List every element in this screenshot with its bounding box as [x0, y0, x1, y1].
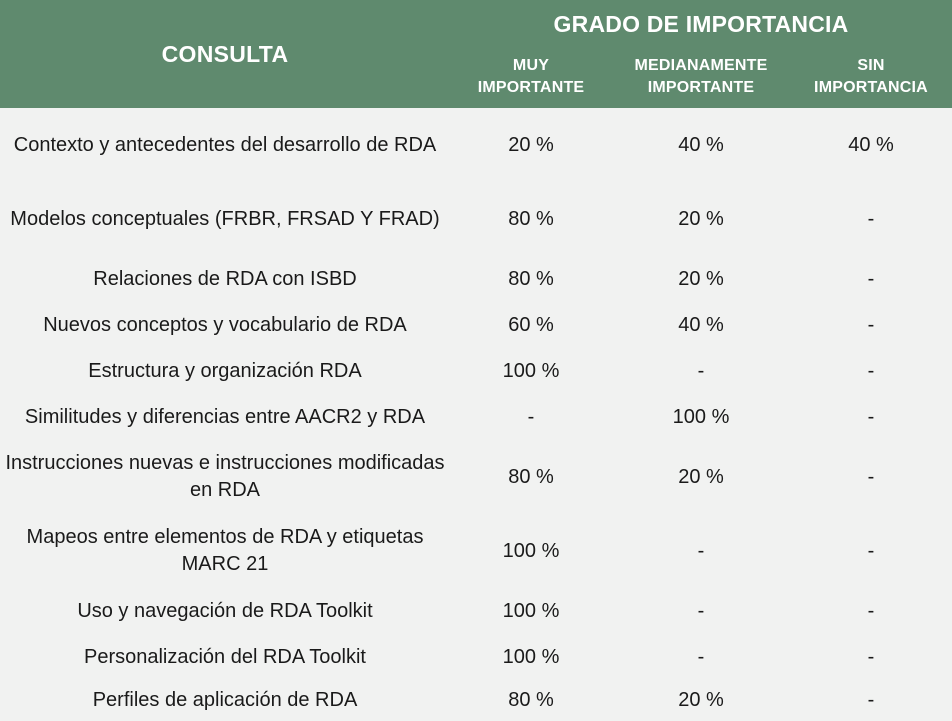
cell-muy-importante: 100 %	[502, 645, 560, 668]
consulta-header: CONSULTA	[161, 40, 289, 67]
table-row: Relaciones de RDA con ISBD 80 % 20 % -	[0, 256, 952, 302]
cell-muy-importante: 80 %	[508, 267, 554, 290]
row-label: Mapeos entre elementos de RDA y etiqueta…	[26, 526, 424, 575]
cell-muy-importante: 80 %	[508, 689, 554, 711]
cell-sin-importancia: -	[867, 313, 875, 336]
cell-sin-importancia: -	[867, 405, 875, 428]
cell-medianamente-importante: 40 %	[678, 133, 724, 156]
row-label: Estructura y organización RDA	[88, 359, 362, 382]
cell-muy-importante: 20 %	[508, 133, 554, 156]
cell-sin-importancia: 40 %	[848, 133, 894, 156]
row-label: Instrucciones nuevas e instrucciones mod…	[5, 452, 445, 501]
cell-sin-importancia: -	[867, 359, 875, 382]
column-header-medianamente-importante: MEDIANAMENTE IMPORTANTE	[634, 57, 768, 96]
cell-medianamente-importante: 20 %	[678, 267, 724, 290]
cell-medianamente-importante: 20 %	[678, 689, 724, 711]
cell-sin-importancia: -	[867, 689, 875, 711]
cell-sin-importancia: -	[867, 599, 875, 622]
table-body: Contexto y antecedentes del desarrollo d…	[0, 108, 952, 721]
table-row: Contexto y antecedentes del desarrollo d…	[0, 108, 952, 182]
row-label: Contexto y antecedentes del desarrollo d…	[13, 133, 437, 156]
cell-sin-importancia: -	[867, 207, 875, 230]
row-label: Nuevos conceptos y vocabulario de RDA	[43, 313, 407, 336]
cell-muy-importante: 100 %	[502, 359, 560, 382]
table-row: Perfiles de aplicación de RDA 80 % 20 % …	[0, 680, 952, 721]
table-row: Instrucciones nuevas e instrucciones mod…	[0, 440, 952, 514]
table-row: Similitudes y diferencias entre AACR2 y …	[0, 394, 952, 440]
cell-sin-importancia: -	[867, 645, 875, 668]
cell-medianamente-importante: -	[697, 645, 705, 668]
column-header-sin-importancia: SIN IMPORTANCIA	[814, 57, 928, 96]
cell-sin-importancia: -	[867, 539, 875, 562]
cell-muy-importante: 100 %	[502, 539, 560, 562]
cell-medianamente-importante: 40 %	[678, 313, 724, 336]
cell-medianamente-importante: -	[697, 539, 705, 562]
cell-medianamente-importante: -	[697, 359, 705, 382]
column-header-muy-importante: MUY IMPORTANTE	[477, 57, 585, 96]
cell-muy-importante: -	[527, 405, 535, 428]
cell-sin-importancia: -	[867, 267, 875, 290]
table-row: Modelos conceptuales (FRBR, FRSAD Y FRAD…	[0, 182, 952, 256]
row-label: Modelos conceptuales (FRBR, FRSAD Y FRAD…	[10, 207, 440, 230]
cell-medianamente-importante: 20 %	[678, 207, 724, 230]
cell-sin-importancia: -	[867, 465, 875, 488]
table-row: Estructura y organización RDA 100 % - -	[0, 348, 952, 394]
grado-importancia-header: GRADO DE IMPORTANCIA	[553, 10, 849, 37]
cell-muy-importante: 80 %	[508, 465, 554, 488]
table-row: Nuevos conceptos y vocabulario de RDA 60…	[0, 302, 952, 348]
cell-medianamente-importante: 20 %	[678, 465, 724, 488]
table-row: Uso y navegación de RDA Toolkit 100 % - …	[0, 588, 952, 634]
row-label: Perfiles de aplicación de RDA	[92, 689, 358, 711]
row-label: Personalización del RDA Toolkit	[83, 645, 366, 668]
row-label: Uso y navegación de RDA Toolkit	[77, 599, 373, 622]
cell-medianamente-importante: -	[697, 599, 705, 622]
table-row: Mapeos entre elementos de RDA y etiqueta…	[0, 514, 952, 588]
cell-muy-importante: 100 %	[502, 599, 560, 622]
table-header: CONSULTA GRADO DE IMPORTANCIA MUY IMPORT…	[0, 0, 952, 108]
cell-muy-importante: 80 %	[508, 207, 554, 230]
row-label: Relaciones de RDA con ISBD	[93, 267, 357, 290]
table-row: Personalización del RDA Toolkit 100 % - …	[0, 634, 952, 680]
cell-medianamente-importante: 100 %	[672, 405, 730, 428]
row-label: Similitudes y diferencias entre AACR2 y …	[24, 405, 426, 428]
cell-muy-importante: 60 %	[508, 313, 554, 336]
